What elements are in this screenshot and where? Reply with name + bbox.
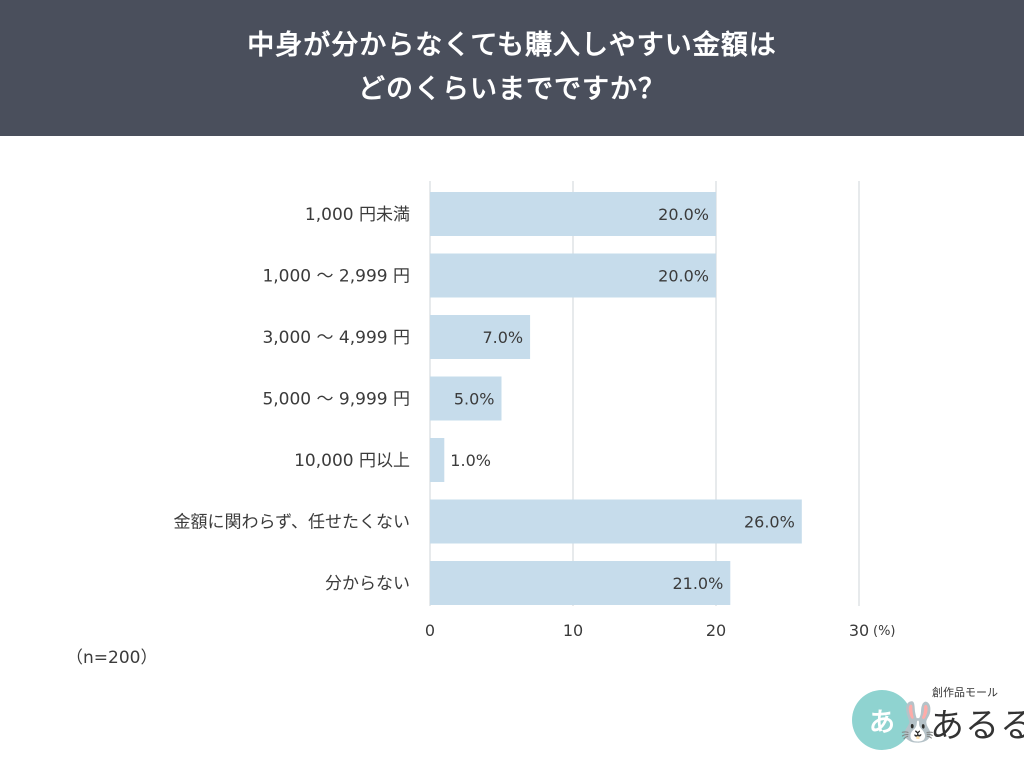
value-label-2: 7.0% [482,328,523,347]
value-label-4: 1.0% [450,451,491,470]
bar-5 [430,499,802,544]
bar-1 [430,253,716,298]
category-label-2: 3,000 ～ 4,999 円 [262,328,410,348]
category-label-0: 1,000 円未満 [305,205,410,225]
bar-0 [430,192,716,236]
chart-title-line-1: 中身が分からなくても購入しやすい金額は [247,30,777,61]
bar-6 [430,561,731,605]
category-label-1: 1,000 ～ 2,999 円 [262,267,410,287]
category-label-5: 金額に関わらず、任せたくない [174,513,410,533]
bar-2 [430,315,531,359]
x-tick-label-0: 0 [425,621,435,640]
bar-3 [430,376,502,421]
brand-logo: あ 🐰 創作品モール あるる [852,684,1024,754]
x-tick-label-3: 30 [849,621,869,640]
logo-subtitle: 創作品モール [932,686,998,699]
sample-size-note: （n=200） [66,648,158,668]
logo-circle: あ [852,690,912,750]
value-label-5: 26.0% [744,513,795,532]
bar-4 [430,438,445,482]
value-label-1: 20.0% [658,267,709,286]
value-label-3: 5.0% [454,390,495,409]
category-label-3: 5,000 ～ 9,999 円 [262,390,410,410]
rabbit-icon: 🐰 [894,700,942,744]
chart-title-line-2: どのくらいまでですか？ [358,74,666,105]
category-label-6: 分からない [325,574,410,594]
x-axis-unit-label: (%) [873,624,896,639]
bar-chart: 1,000 円未満 20.0% 1,000 ～ 2,999 円 20.0% 3,000 … [174,181,896,640]
value-label-6: 21.0% [672,574,723,593]
x-tick-label-1: 10 [563,621,583,640]
chart-title-banner: 中身が分からなくても購入しやすい金額は どのくらいまでですか？ [0,0,1024,136]
x-tick-label-2: 20 [706,621,726,640]
category-label-4: 10,000 円以上 [294,451,410,471]
value-label-0: 20.0% [658,205,709,224]
logo-name: あるる [930,706,1024,746]
